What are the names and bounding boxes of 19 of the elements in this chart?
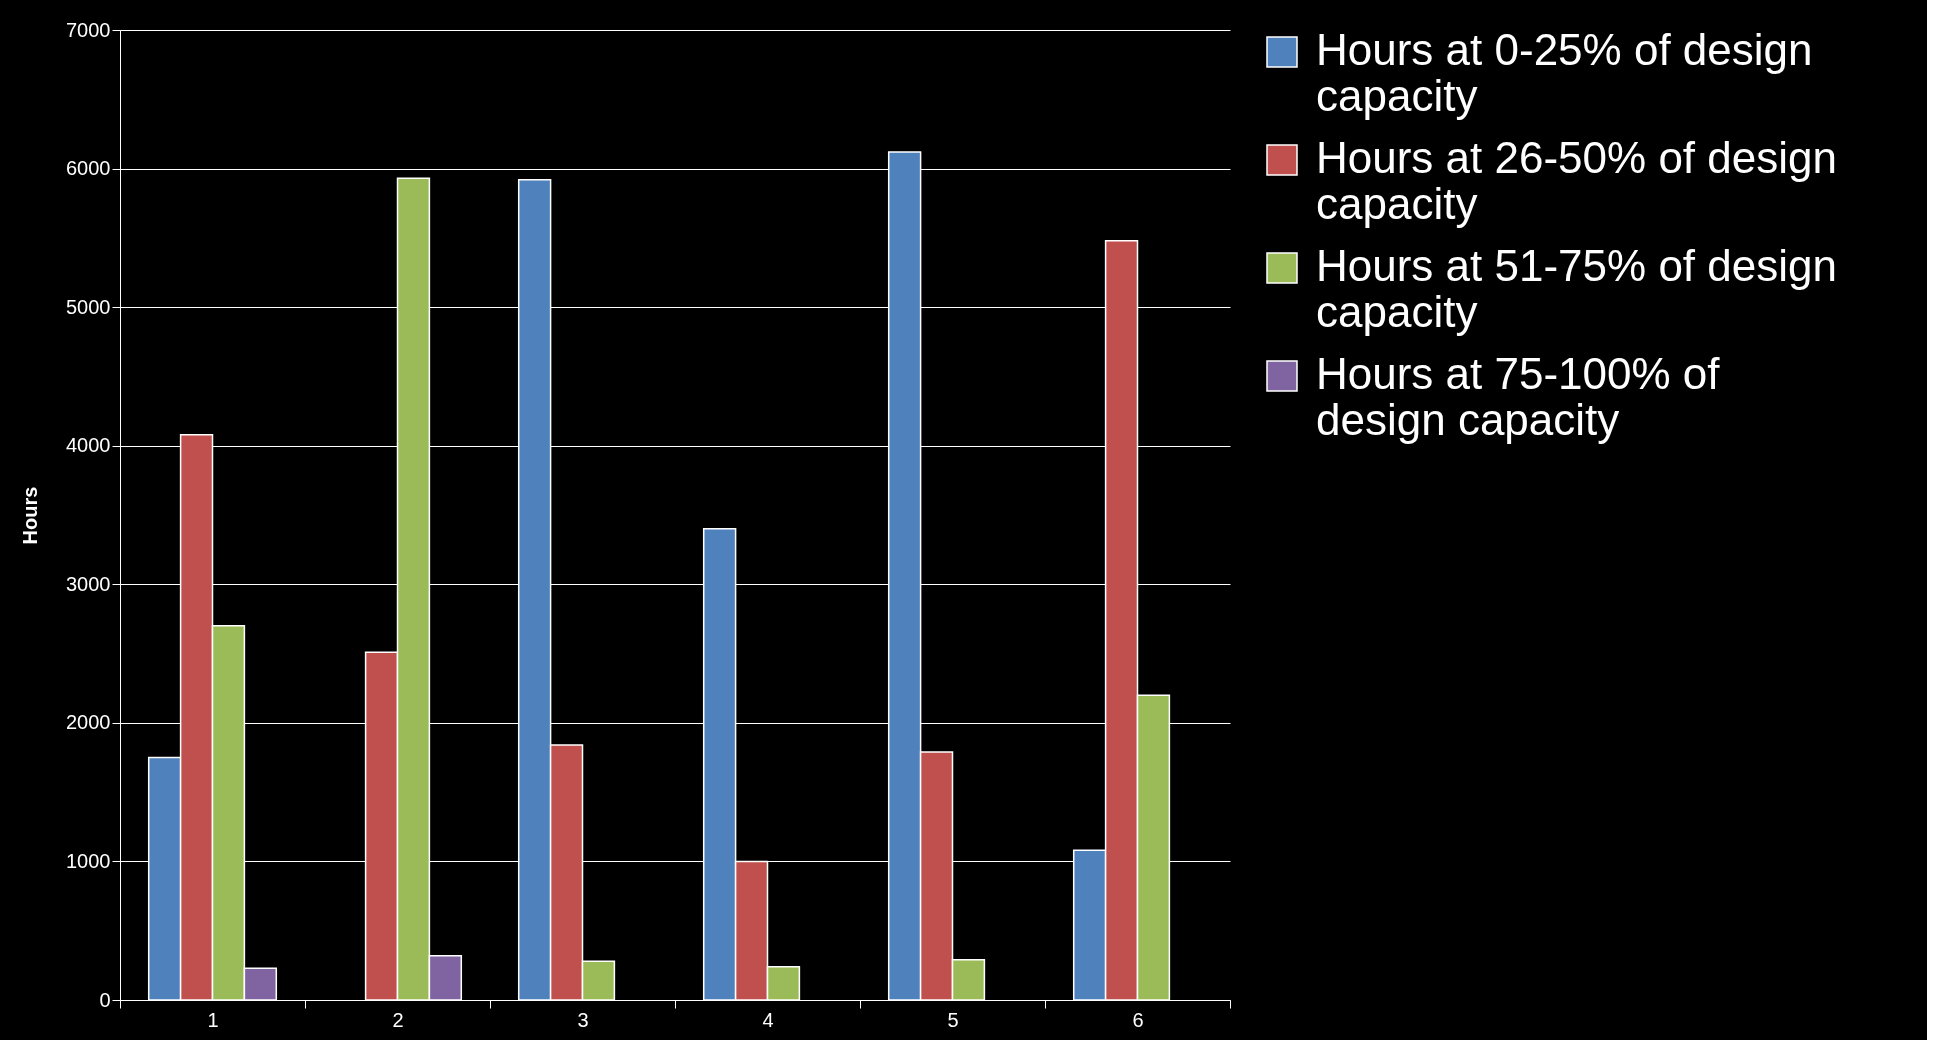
x-tick-label: 4: [762, 1008, 774, 1031]
legend-label: Hours at 0-25% of design capacity: [1316, 25, 1813, 120]
legend-label: Hours at 51-75% of design capacity: [1316, 241, 1837, 336]
x-tick-label: 5: [947, 1008, 959, 1031]
y-tick-label: 5000: [66, 295, 111, 318]
legend-label: Hours at 26-50% of design capacity: [1316, 133, 1837, 228]
x-tick-label: 1: [207, 1008, 219, 1031]
x-tick-label: 6: [1132, 1008, 1144, 1031]
y-tick-label: 1000: [66, 849, 111, 872]
y-tick-label: 6000: [66, 157, 111, 180]
y-tick-label: 7000: [66, 18, 111, 41]
y-axis-title: Hours: [19, 486, 42, 545]
y-tick-label: 2000: [66, 711, 111, 734]
x-tick-label: 2: [392, 1008, 404, 1031]
y-tick-label: 0: [99, 988, 111, 1011]
legend-label: Hours at 75-100% of design capacity: [1316, 349, 1721, 444]
y-tick-label: 4000: [66, 434, 111, 457]
y-tick-label: 3000: [66, 572, 111, 595]
x-tick-label: 3: [577, 1008, 589, 1031]
